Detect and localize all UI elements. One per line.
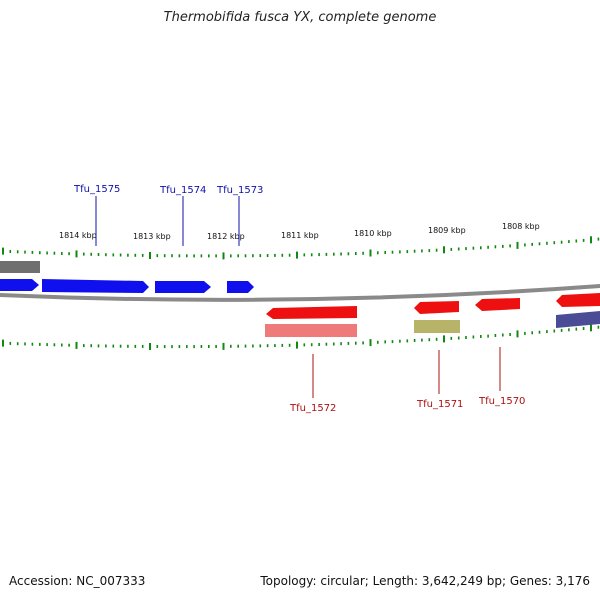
gene-label-1572[interactable]: Tfu_1572 <box>289 403 336 414</box>
kbp-label-1813: 1813 kbp <box>133 232 171 241</box>
olive-feature-1571[interactable] <box>414 320 460 333</box>
kbp-label-1810: 1810 kbp <box>354 229 392 238</box>
reverse-gene-right-edge[interactable] <box>556 293 600 307</box>
kbp-label-1814: 1814 kbp <box>59 231 97 240</box>
navy-feature-right-edge[interactable] <box>556 311 600 328</box>
gene-label-1575[interactable]: Tfu_1575 <box>73 184 120 195</box>
map-title: Thermobifida fusca YX, complete genome <box>163 10 437 25</box>
accession-text: Accession: NC_007333 <box>9 574 146 588</box>
forward-gene-1573[interactable] <box>227 281 254 293</box>
reverse-rna-1572[interactable] <box>265 324 357 337</box>
genome-backbone <box>0 284 600 302</box>
gene-label-1573[interactable]: Tfu_1573 <box>216 185 263 196</box>
gene-label-1570[interactable]: Tfu_1570 <box>478 396 525 407</box>
reverse-gene-1572[interactable] <box>266 306 357 319</box>
kbp-label-1809: 1809 kbp <box>428 226 466 235</box>
forward-gene-left-edge[interactable] <box>0 279 39 291</box>
gene-label-1574[interactable]: Tfu_1574 <box>159 185 206 196</box>
outer-ticks <box>2 236 600 260</box>
genome-summary: Topology: circular; Length: 3,642,249 bp… <box>260 574 590 588</box>
kbp-label-1812: 1812 kbp <box>207 232 245 241</box>
gene-label-1571[interactable]: Tfu_1571 <box>416 399 463 410</box>
forward-gene-1574[interactable] <box>155 281 211 293</box>
reverse-gene-1570[interactable] <box>475 298 520 311</box>
kbp-label-1808: 1808 kbp <box>502 222 540 231</box>
reverse-gene-1571[interactable] <box>414 301 459 314</box>
forward-gene-1575[interactable] <box>42 279 149 293</box>
gray-feature-left[interactable] <box>0 261 40 273</box>
inner-ticks <box>2 324 600 350</box>
kbp-label-1811: 1811 kbp <box>281 231 319 240</box>
